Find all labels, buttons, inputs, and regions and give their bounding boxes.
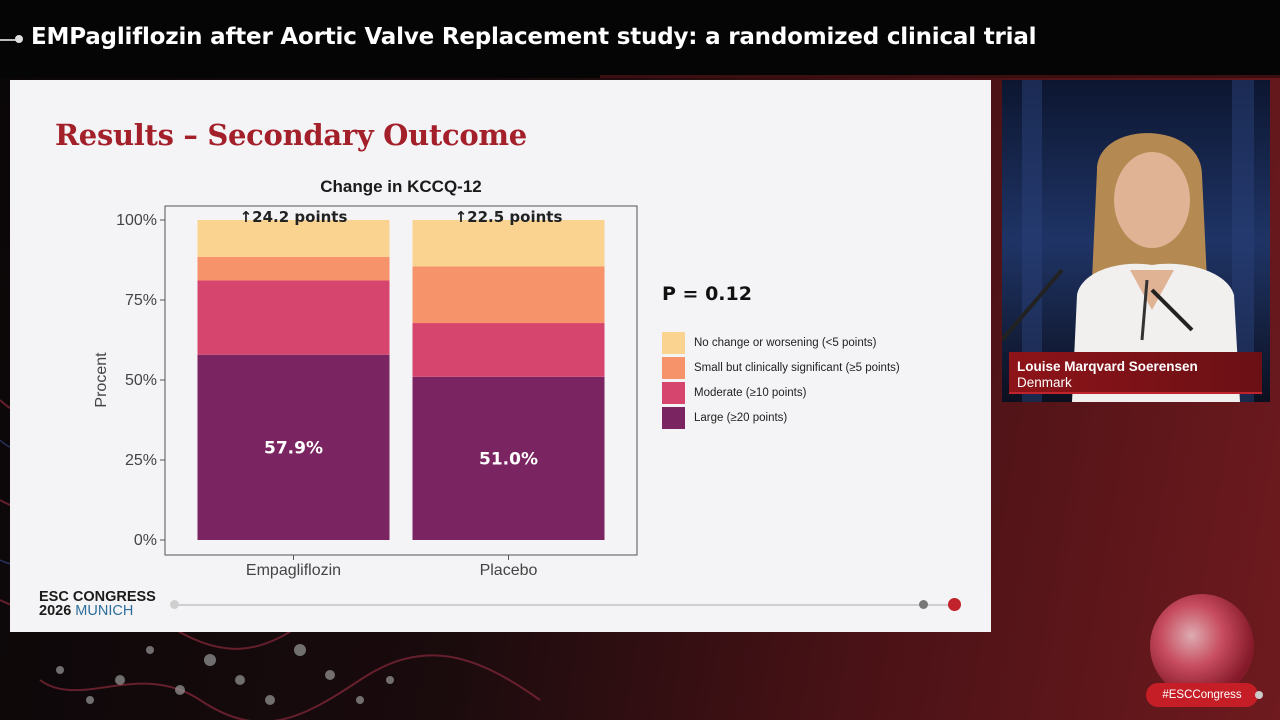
logo-line1: ESC CONGRESS	[39, 589, 156, 605]
x-tick-label: Empagliflozin	[246, 562, 341, 579]
legend-swatch	[662, 407, 685, 429]
globe-graphic	[1150, 594, 1254, 698]
hashtag-badge: #ESCCongress	[1146, 683, 1258, 707]
bar-value-label: 51.0%	[479, 449, 538, 469]
bar-top-annotation: ↑24.2 points	[240, 208, 348, 226]
logo-city: MUNICH	[75, 603, 134, 619]
speaker-country: Denmark	[1017, 375, 1072, 390]
title-bar-accent	[600, 75, 1280, 78]
bar-top-annotation: ↑22.5 points	[455, 208, 563, 226]
x-tick-label: Placebo	[480, 562, 538, 579]
bar-segment	[412, 266, 605, 324]
bar-segment	[197, 220, 390, 257]
logo-year: 2026	[39, 603, 72, 619]
y-tick-label: 25%	[125, 452, 157, 469]
title-bar: EMPagliflozin after Aortic Valve Replace…	[0, 0, 1280, 78]
slide-progress-start	[170, 600, 179, 609]
bar-segment	[412, 220, 605, 267]
speaker-video	[1002, 80, 1270, 402]
title-bar-line	[0, 39, 16, 41]
legend-swatch	[662, 332, 685, 354]
legend-label: Large (≥20 points)	[694, 412, 788, 424]
speaker-lower-third: Louise Marqvard Soerensen Denmark	[1009, 352, 1262, 394]
bar-segment	[197, 354, 390, 540]
presentation-slide: Results – Secondary Outcome Change in KC…	[10, 80, 991, 632]
chart-title: Change in KCCQ-12	[320, 177, 482, 196]
presentation-title: EMPagliflozin after Aortic Valve Replace…	[31, 24, 1037, 50]
y-tick-label: 0%	[134, 532, 157, 549]
legend-label: Small but clinically significant (≥5 poi…	[694, 362, 900, 374]
slide-progress-end	[948, 598, 961, 611]
speaker-name: Louise Marqvard Soerensen	[1017, 359, 1198, 374]
legend-swatch	[662, 382, 685, 404]
bar-segment	[197, 256, 390, 281]
p-value: P = 0.12	[662, 283, 752, 305]
slide-title: Results – Secondary Outcome	[55, 118, 527, 152]
legend-label: No change or worsening (<5 points)	[694, 337, 877, 349]
esc-congress-logo: ESC CONGRESS 2026 MUNICH	[39, 589, 156, 619]
bar-segment	[197, 280, 390, 355]
y-tick-label: 50%	[125, 372, 157, 389]
bar-segment	[412, 376, 605, 540]
bar-value-label: 57.9%	[264, 438, 323, 458]
stacked-bar-chart: 0% 25% 50% 75% 100% Procent Empagliflozin 57.9%…	[93, 205, 638, 579]
legend-label: Moderate (≥10 points)	[694, 387, 807, 399]
slide-progress-marker	[919, 600, 928, 609]
y-tick-label: 100%	[116, 212, 157, 229]
hashtag-dot	[1255, 691, 1263, 699]
title-bar-dot	[15, 35, 23, 43]
bar-segment	[412, 323, 605, 377]
legend-swatch	[662, 357, 685, 379]
y-axis-label: Procent	[93, 352, 110, 408]
y-tick-label: 75%	[125, 292, 157, 309]
slide-progress-track	[174, 604, 958, 606]
